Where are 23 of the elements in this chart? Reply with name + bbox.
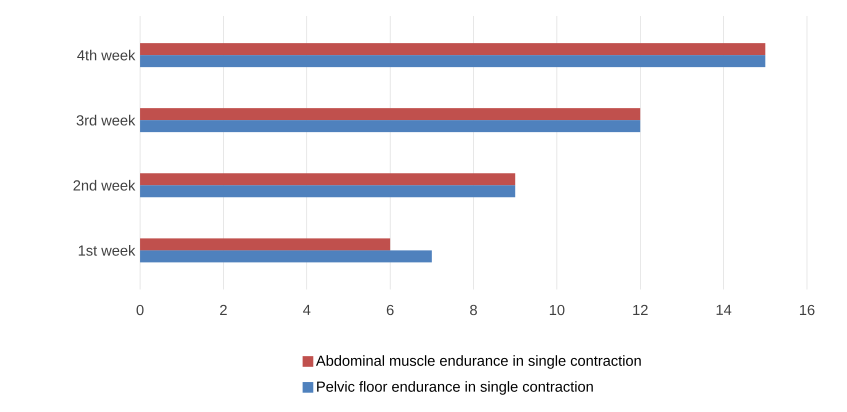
bar	[140, 185, 516, 198]
x-tick-label: 14	[716, 304, 732, 315]
y-tick-label: 4th week	[77, 50, 136, 60]
bar	[140, 54, 766, 67]
bar	[140, 120, 640, 132]
x-tick-label: 8	[470, 304, 477, 316]
bar	[140, 238, 390, 250]
x-tick-label: 16	[800, 304, 814, 316]
y-tick-label: 3rd week	[76, 114, 136, 126]
legend-label: Abdominal muscle endurance in single contraction	[316, 355, 641, 369]
bar	[140, 42, 766, 55]
x-tick-label: 2	[220, 304, 227, 315]
x-tick-label: 4	[303, 304, 310, 315]
bar	[140, 250, 432, 262]
x-tick-label: 0	[136, 304, 144, 316]
bar	[140, 173, 516, 186]
legend-label: Pelvic floor endurance in single contraction	[317, 381, 593, 395]
y-tick-label: 2nd week	[74, 180, 136, 191]
bar	[140, 108, 640, 120]
x-tick-label: 6	[386, 304, 394, 316]
y-tick-label: 1st week	[78, 244, 136, 256]
x-tick-label: 10	[550, 304, 564, 316]
x-tick-label: 12	[633, 304, 648, 315]
